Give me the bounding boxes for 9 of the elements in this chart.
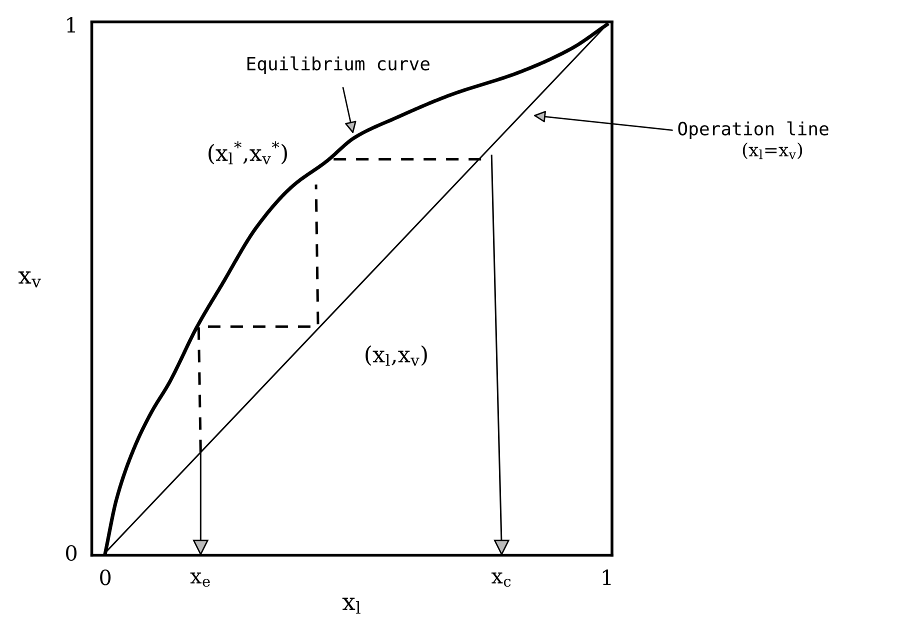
annotation: Equilibrium curve (247, 56, 430, 74)
x-axis-title: x$_{l}$ (342, 598, 360, 614)
annotation: (x$_{l}$$^{*}$,x$_{v}$$^{*}$) (208, 141, 287, 164)
y-axis-title: x$_{v}$ (18, 271, 41, 288)
text: (x$_{l}$=x$_{v}$) (742, 142, 802, 160)
annotation: (x$_{l}$,x$_{v}$) (366, 345, 427, 366)
annotation: x$_{e}$ (190, 572, 210, 587)
annotation: x$_{c}$ (491, 572, 511, 587)
text: Operation line (678, 121, 828, 139)
